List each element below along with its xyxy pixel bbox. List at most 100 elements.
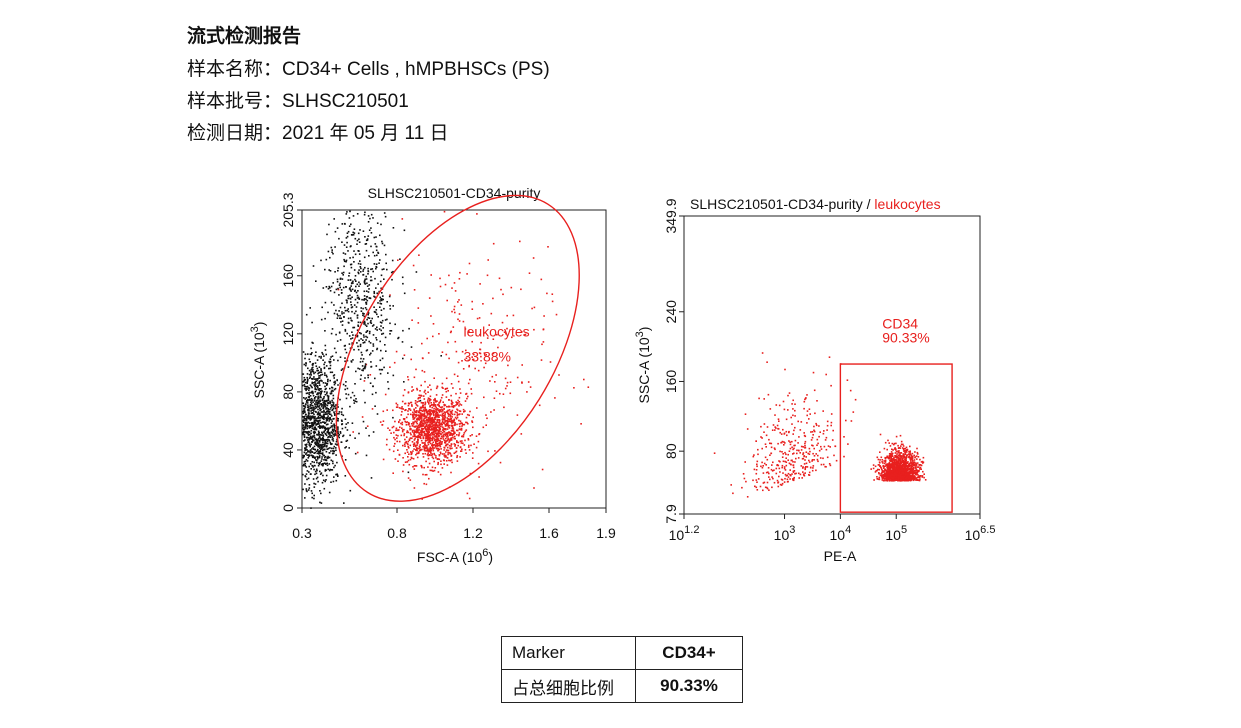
plot1-dot [348,272,351,274]
plot1-dot [444,445,447,447]
plot2-dot [914,472,917,474]
plot1-dot [356,314,359,316]
plot1-dot [323,409,325,412]
plot1-dot [387,427,389,429]
plot2-dot [895,460,897,463]
plot1-dot [384,393,387,396]
plot1-dot [442,401,444,403]
plot1-dot [332,433,335,436]
plot1-dot [427,435,429,437]
plot2-dot [910,457,913,460]
plot1-dot [436,426,439,428]
plot2-dot [923,476,925,479]
plot1-dot [329,441,332,444]
plot1-dot [409,432,412,434]
plot1-dot [451,402,454,404]
plot1-dot [516,376,519,379]
plot1-dot [462,408,465,411]
plot1-dot [318,419,321,422]
plot1-dot [409,428,411,431]
plot1-dot [433,401,435,404]
plot1-dot [363,298,366,300]
plot1-dot [365,303,368,305]
plot1-dot [373,254,376,257]
plot2-dot [915,467,917,469]
plot1-dot [319,371,321,373]
plot1-dot [326,464,329,467]
plot1-dot [360,357,362,360]
plot1-dot [306,439,309,441]
plot1-dot [348,288,351,290]
plot2-dot [753,454,755,456]
plot1-dot [311,450,313,453]
plot2-dot [787,459,789,461]
plot2-dot [908,451,910,453]
plot1-dot [426,430,428,433]
plot1-dot [321,453,324,456]
plot1-dot [318,417,320,419]
plot1-dot [358,269,360,271]
plot1-dot [303,421,305,424]
plot1-dot [506,385,508,387]
plot1-dot [304,353,307,356]
plot1-dot [310,353,312,356]
plot1-dot [429,413,432,416]
plot2-dot [891,467,894,470]
plot1-dot [362,367,365,370]
plot1-dot [416,442,419,445]
plot1-dot [413,413,415,416]
plot1-dot [392,450,395,453]
plot1-dot [319,447,321,449]
plot1-dot [307,399,310,401]
plot1-dot [448,418,451,421]
plot1-dot [433,411,436,413]
plot1-dot [318,451,321,454]
plot2-dot [810,431,812,433]
plot1-dot [333,412,336,415]
plot1-dot [379,321,382,323]
plot2-dot [771,470,774,472]
plot1-dot [330,356,332,358]
plot1-dot [354,275,357,277]
plot1-dot [349,405,351,408]
plot1-dot [338,436,340,439]
plot1-dot [315,450,318,453]
plot1-dot [390,271,393,274]
plot2-dot [913,476,916,478]
plot2-dot [898,450,900,452]
plot2-dot [896,455,898,457]
plot1-dot [429,436,431,439]
plot2-dot [895,478,897,480]
plot1-dot [429,446,431,449]
plot1-dot [318,355,320,358]
plot1-dot [370,232,373,234]
plot1-dot [432,434,434,436]
plot1-dot [409,444,412,447]
batch-line: 样本批号：SLHSC210501 [187,91,409,113]
plot1-dot [309,473,312,475]
plot1-dot [309,449,312,451]
plot1-dot [303,397,305,399]
plot1-dot [311,381,314,384]
plot2-dot [806,394,808,396]
plot1-dot [385,350,387,352]
plot1-dot [450,411,453,413]
plot2-dot [878,468,881,471]
plot1-dot [351,391,354,394]
plot1-dot [415,465,418,467]
plot1-dot [374,277,376,280]
plot1-dot [430,437,433,440]
plot1-dot [309,426,312,428]
plot2-dot [902,472,905,475]
plot1-dot [334,405,336,408]
plot1-ytick-label: 160 [280,264,296,288]
plot1-dot [424,440,427,442]
plot1-dot [426,436,428,439]
plot1-dot [391,278,393,281]
plot2-dot [884,469,887,471]
plot1-dot [364,243,367,245]
plot2-dot [902,454,905,456]
plot1-dot [354,437,356,439]
plot1-dot [358,298,360,300]
plot1-dot [342,271,345,274]
